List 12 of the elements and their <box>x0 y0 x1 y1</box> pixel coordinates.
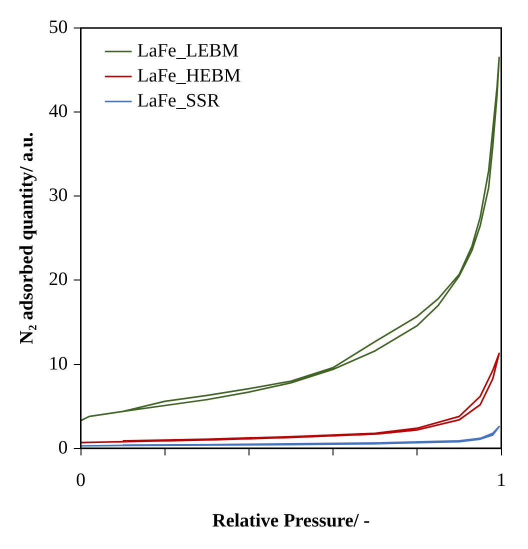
y-tick-label: 50 <box>48 16 68 38</box>
y-tick-label: 20 <box>48 269 68 290</box>
y-tick-label: 0 <box>58 437 68 458</box>
y-tick-label: 40 <box>48 101 68 122</box>
y-tick-label: 30 <box>48 185 68 206</box>
x-axis-title: Relative Pressure/ - <box>212 510 370 532</box>
y-tick-label: 10 <box>48 353 68 374</box>
y-axis-title: N₂ adsorbed quantity/ a.u. <box>16 132 38 344</box>
legend-label: LaFe_LEBM <box>137 40 239 62</box>
legend-label: LaFe_HEBM <box>137 65 241 86</box>
x-tick-label: 1 <box>496 470 506 491</box>
legend-label: LaFe_SSR <box>137 90 220 112</box>
